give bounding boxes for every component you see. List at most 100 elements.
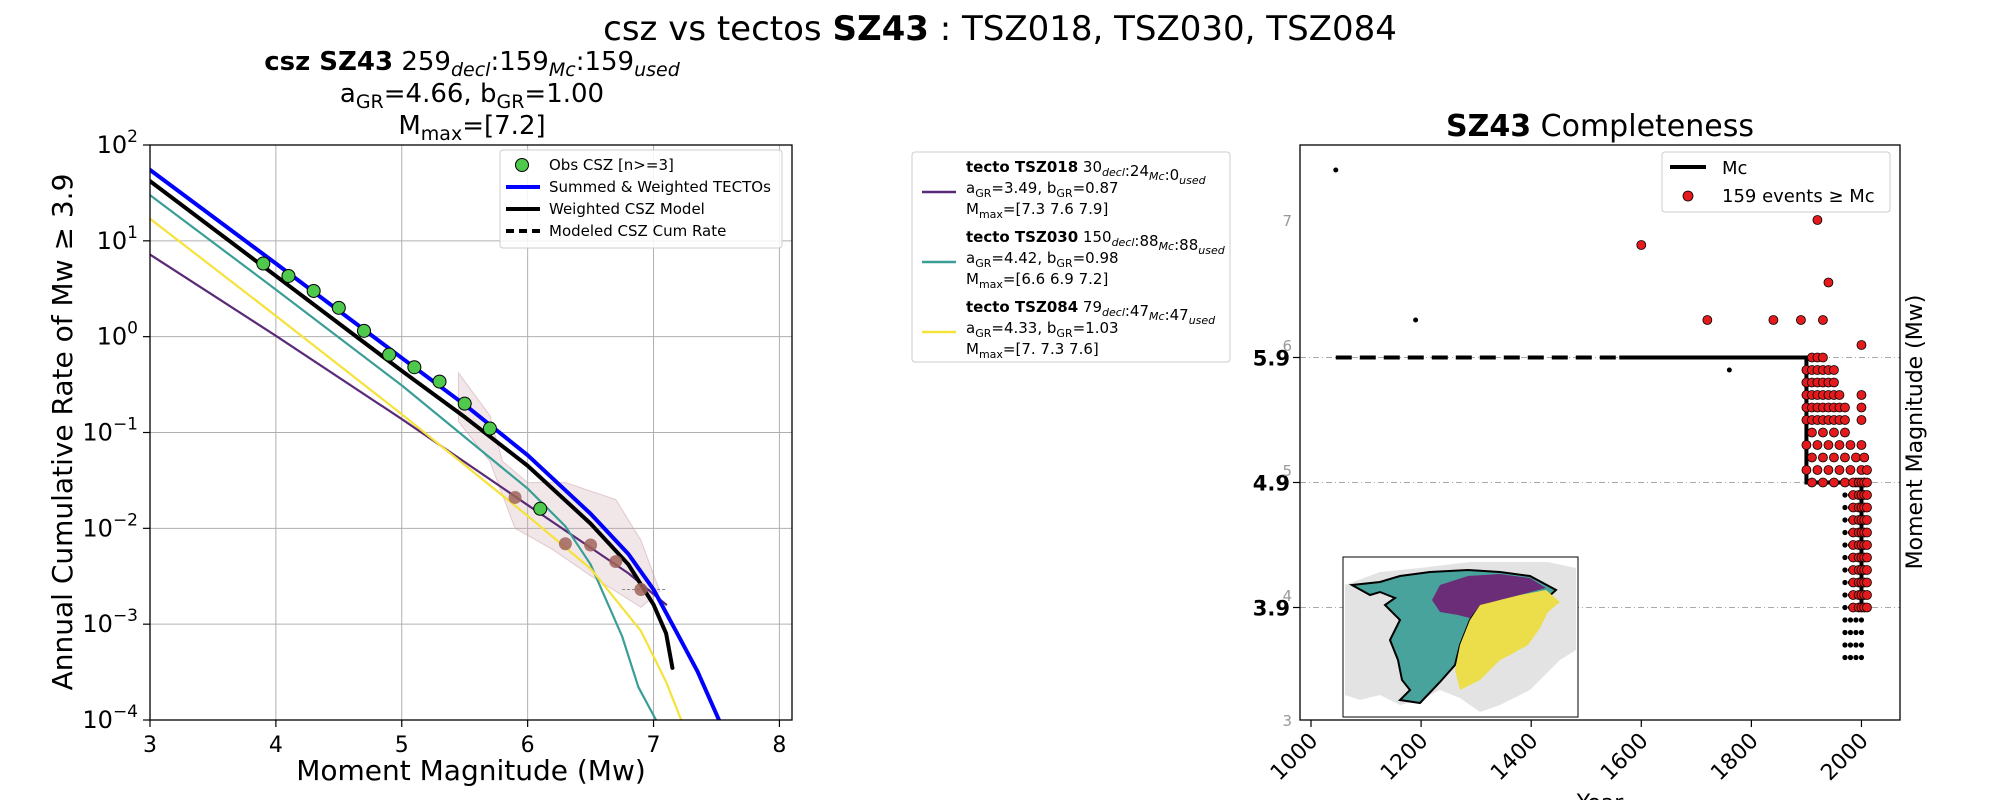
completeness-event-point: [1829, 365, 1839, 375]
completeness-x-tick-label: 1800: [1706, 729, 1763, 786]
gr-series-tsz018: [150, 253, 668, 606]
completeness-small-event: [1842, 617, 1848, 623]
completeness-event-point: [1862, 502, 1872, 513]
completeness-event-point: [1856, 340, 1867, 350]
completeness-event-point: [1856, 402, 1867, 413]
gr-obs-tecto-point: [634, 583, 648, 597]
legend-weighted-label: Weighted CSZ Model: [549, 200, 705, 218]
gr-obs-point: [533, 501, 548, 516]
tecto-legend-mmax: Mmax=[7.3 7.6 7.9]: [966, 200, 1108, 221]
completeness-event-point: [1807, 452, 1817, 463]
completeness-event-point: [1856, 390, 1867, 400]
completeness-small-event: [1333, 167, 1339, 173]
figure-title: csz vs tectos SZ43 : TSZ018, TSZ030, TSZ…: [603, 9, 1397, 49]
tecto-legend-mmax: Mmax=[7. 7.3 7.6]: [966, 340, 1099, 361]
completeness-event-point: [1768, 315, 1779, 325]
completeness-small-event: [1853, 642, 1859, 648]
gr-obs-point: [357, 323, 371, 338]
completeness-x-tick-label: 1200: [1376, 729, 1433, 786]
gr-chart: csz SZ43 259decl:159Mc:159used aGR=4.66,…: [46, 47, 793, 787]
completeness-event-point: [1851, 452, 1861, 463]
gr-obs-tecto-point: [558, 537, 572, 551]
completeness-event-point: [1862, 590, 1872, 600]
completeness-x-tick-label: 1400: [1486, 729, 1543, 786]
completeness-event-point: [1845, 465, 1856, 475]
completeness-x-ticks: 1000 1200 1400 1600 1800 2000: [1266, 720, 1874, 786]
completeness-event-point: [1818, 352, 1828, 363]
completeness-event-point: [1818, 452, 1828, 463]
gr-obs-point: [331, 300, 346, 315]
completeness-small-event: [1842, 492, 1848, 498]
completeness-event-point: [1856, 415, 1867, 425]
completeness-event-point: [1862, 490, 1872, 500]
completeness-event-point: [1840, 477, 1850, 488]
completeness-small-event: [1842, 592, 1848, 598]
legend-obs-label: Obs CSZ [n>=3]: [549, 156, 674, 174]
completeness-y-tick-bold-label: 4.9: [1253, 472, 1290, 496]
completeness-small-event: [1726, 367, 1732, 373]
completeness-x-axis-label: Year: [1576, 791, 1625, 800]
completeness-x-tick-label: 1000: [1266, 729, 1323, 786]
gr-y-tick-label: 10−1: [82, 415, 138, 447]
gr-header-line2: aGR=4.66, bGR=1.00: [340, 79, 604, 113]
completeness-small-event: [1413, 317, 1419, 323]
inset-zone-teal: [1348, 568, 1558, 705]
completeness-event-point: [1840, 427, 1850, 438]
inset-map: [1342, 556, 1579, 718]
completeness-event-point: [1829, 427, 1839, 438]
inset-zone-yellow: [1455, 590, 1560, 690]
gr-obs-point: [382, 347, 397, 362]
completeness-event-point: [1856, 440, 1867, 450]
completeness-small-event: [1842, 542, 1848, 548]
gr-obs-point: [281, 268, 296, 283]
gr-header-line3: Mmax=[7.2]: [398, 111, 545, 145]
completeness-event-point: [1859, 452, 1870, 463]
completeness-event-point: [1807, 427, 1817, 438]
completeness-y-tick-bold-label: 5.9: [1253, 347, 1290, 371]
completeness-event-point: [1829, 452, 1839, 463]
completeness-y-tick-label: 5: [1282, 462, 1292, 480]
completeness-small-event: [1842, 529, 1848, 536]
gr-obs-point: [407, 360, 422, 375]
completeness-event-point: [1829, 477, 1839, 488]
completeness-small-event: [1858, 629, 1865, 636]
completeness-small-event: [1847, 617, 1854, 623]
completeness-event-point: [1801, 465, 1812, 475]
gr-legend-box: [499, 149, 783, 249]
gr-x-tick-label: 8: [772, 733, 786, 758]
completeness-chart: SZ43 Completeness 1000 1200 1400 1600 1800 20…: [1253, 109, 1928, 800]
completeness-event-point: [1823, 465, 1834, 475]
completeness-event-point: [1812, 215, 1823, 225]
completeness-axes-frame: [1299, 144, 1901, 721]
gr-series-weighted_csz: [150, 179, 675, 670]
completeness-small-event: [1853, 629, 1859, 636]
completeness-small-event: [1858, 617, 1865, 623]
completeness-event-point: [1862, 602, 1872, 613]
completeness-event-point: [1862, 465, 1872, 475]
completeness-event-point: [1862, 565, 1872, 575]
completeness-title: SZ43 Completeness: [1446, 109, 1754, 144]
legend-events-marker: [1682, 190, 1694, 202]
gr-obs-point: [306, 283, 321, 298]
gr-x-tick-label: 4: [269, 733, 283, 758]
completeness-event-point: [1812, 465, 1823, 475]
completeness-event-point: [1862, 515, 1872, 525]
legend-summed-label: Summed & Weighted TECTOs: [549, 178, 771, 196]
gr-obs-tecto-point: [609, 555, 623, 569]
completeness-x-tick-label: 2000: [1816, 729, 1873, 786]
gr-x-tick-label: 5: [395, 733, 409, 758]
completeness-small-event: [1847, 642, 1854, 648]
completeness-event-point: [1818, 315, 1828, 325]
gr-obs-point: [432, 374, 447, 389]
gr-obs-tecto-point: [508, 490, 522, 504]
gr-y-tick-label: 102: [97, 127, 138, 159]
legend-modeled-label: Modeled CSZ Cum Rate: [549, 222, 726, 240]
gr-band-shape: [457, 371, 661, 608]
completeness-event-point: [1840, 452, 1850, 463]
inset-zone-purple: [1432, 574, 1546, 618]
completeness-data: [1333, 167, 1872, 661]
tecto-legend-ab: aGR=4.33, bGR=1.03: [966, 319, 1119, 340]
completeness-y-tick-label: 4: [1282, 587, 1292, 605]
gr-y-axis-label: Annual Cumulative Rate of Mw ≥ 3.9: [46, 174, 79, 691]
